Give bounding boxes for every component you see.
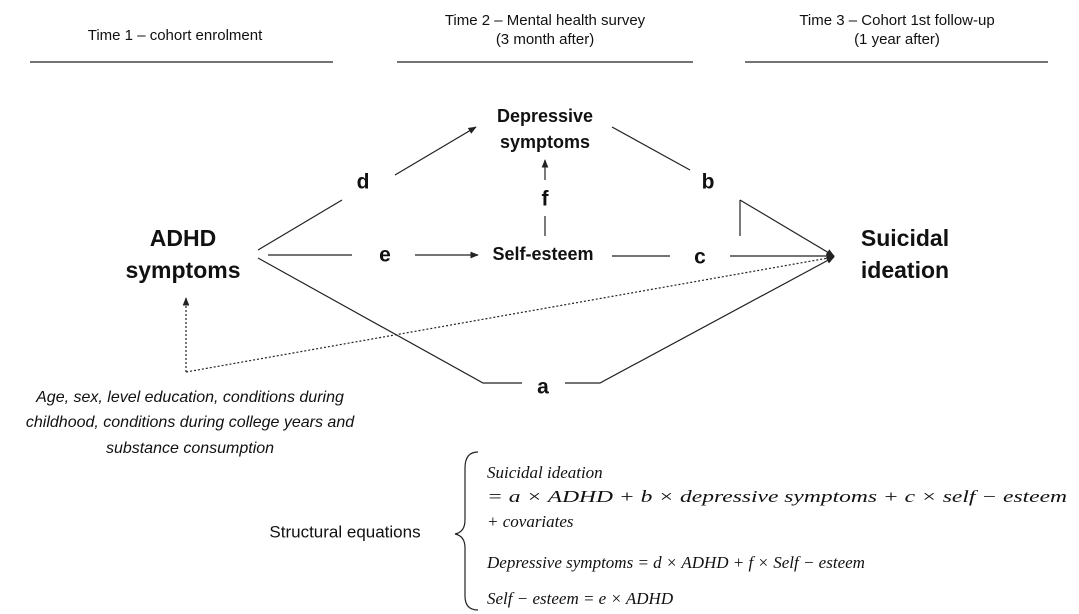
equation: Self − esteem = e × ADHD [487,589,674,608]
node: ADHD [150,225,216,251]
equation: + covariates [487,512,574,531]
covariates: Age, sex, level education, conditions du… [35,389,344,406]
path-label: c [694,246,706,269]
path-label: f [542,188,550,211]
header: Time 2 – Mental health survey [445,12,646,29]
equations-label: Structural equations [269,522,420,541]
path-label: d [357,171,370,194]
path-label: a [537,376,549,399]
arrows [182,126,835,384]
equation: Depressive symptoms = d × ADHD + f × Sel… [486,553,865,572]
node: Suicidal [861,225,949,251]
covariates: childhood, conditions during college yea… [26,414,355,431]
equation: Suicidal ideation [487,463,603,482]
node: Self-esteem [492,244,593,264]
node: ideation [861,257,949,283]
header: Time 3 – Cohort 1st follow-up [799,12,994,29]
path-label: e [379,244,391,267]
header: Time 1 – cohort enrolment [88,27,263,44]
node: Depressive [497,106,593,126]
covariates: substance consumption [106,440,274,457]
header: (1 year after) [854,31,940,48]
path-label: b [702,171,715,194]
equation: = a × ADHD + b × depressive symptoms + c… [487,487,1067,506]
header: (3 month after) [496,31,594,48]
node: symptoms [500,132,590,152]
node: symptoms [125,257,240,283]
brace [454,451,479,611]
